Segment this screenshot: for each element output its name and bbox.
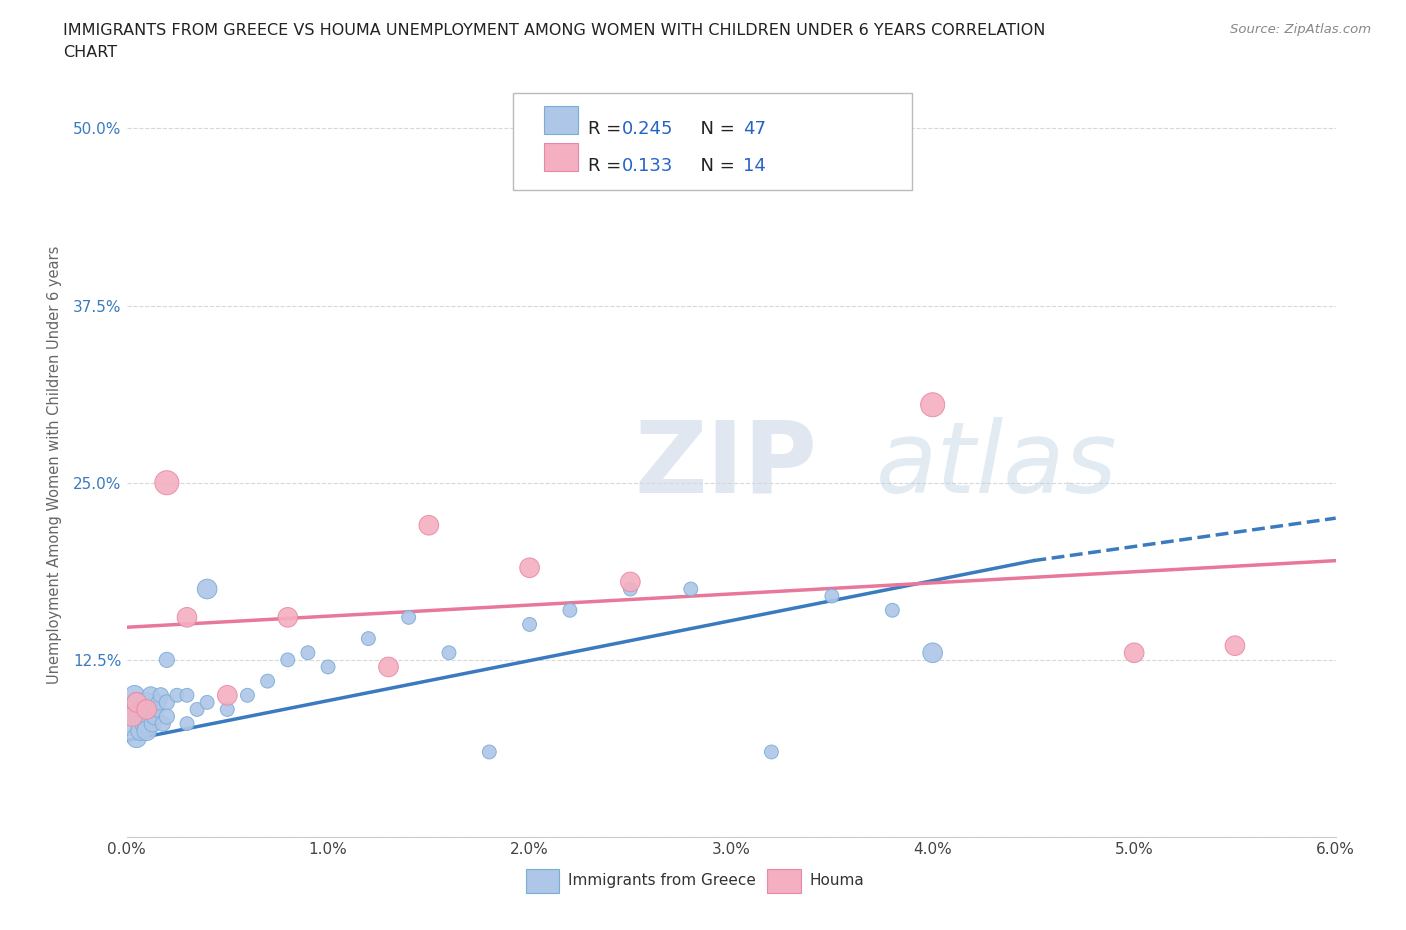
Point — [156, 475, 179, 490]
Point — [156, 695, 179, 710]
Point — [166, 688, 188, 703]
Point — [149, 688, 172, 703]
Point — [156, 709, 179, 724]
Point — [761, 745, 783, 760]
Point — [135, 702, 157, 717]
FancyBboxPatch shape — [768, 869, 801, 893]
Point — [357, 631, 380, 646]
Point — [139, 688, 162, 703]
Point — [882, 603, 904, 618]
FancyBboxPatch shape — [544, 143, 578, 171]
Point — [134, 716, 156, 731]
Text: N =: N = — [689, 120, 741, 138]
Point — [921, 645, 943, 660]
Point — [148, 695, 170, 710]
Point — [152, 716, 174, 731]
Point — [186, 702, 208, 717]
Text: R =: R = — [589, 157, 633, 175]
Text: CHART: CHART — [63, 45, 117, 60]
Point — [135, 724, 157, 738]
Point — [377, 659, 399, 674]
Point — [316, 659, 339, 674]
Text: IMMIGRANTS FROM GREECE VS HOUMA UNEMPLOYMENT AMONG WOMEN WITH CHILDREN UNDER 6 Y: IMMIGRANTS FROM GREECE VS HOUMA UNEMPLOY… — [63, 23, 1046, 38]
Point — [156, 653, 179, 668]
Point — [256, 673, 278, 688]
Point — [519, 617, 541, 631]
Text: atlas: atlas — [876, 417, 1118, 513]
Point — [142, 716, 165, 731]
Point — [135, 695, 157, 710]
Text: 14: 14 — [744, 157, 766, 175]
FancyBboxPatch shape — [513, 93, 912, 190]
Text: ZIP: ZIP — [634, 417, 817, 513]
Point — [143, 709, 166, 724]
Text: 0.133: 0.133 — [623, 157, 673, 175]
Point — [125, 695, 148, 710]
Text: R =: R = — [589, 120, 627, 138]
Point — [921, 397, 943, 412]
Point — [821, 589, 844, 604]
Point — [437, 645, 460, 660]
Point — [128, 709, 150, 724]
Point — [217, 702, 239, 717]
Text: Source: ZipAtlas.com: Source: ZipAtlas.com — [1230, 23, 1371, 36]
Point — [124, 688, 146, 703]
Point — [277, 610, 299, 625]
Point — [519, 560, 541, 575]
Point — [146, 702, 169, 717]
Point — [1123, 645, 1146, 660]
Point — [125, 695, 148, 710]
Point — [120, 716, 142, 731]
Point — [236, 688, 259, 703]
Point — [195, 695, 218, 710]
Point — [619, 581, 641, 596]
Point — [176, 716, 198, 731]
Text: 0.245: 0.245 — [623, 120, 673, 138]
Text: Immigrants from Greece: Immigrants from Greece — [568, 872, 756, 887]
FancyBboxPatch shape — [544, 106, 578, 134]
Point — [121, 702, 143, 717]
Point — [1223, 638, 1246, 653]
Point — [125, 730, 148, 745]
Point — [131, 702, 153, 717]
Point — [558, 603, 581, 618]
FancyBboxPatch shape — [526, 869, 560, 893]
Point — [418, 518, 440, 533]
Point — [129, 724, 152, 738]
Point — [176, 610, 198, 625]
Text: 47: 47 — [744, 120, 766, 138]
Point — [277, 653, 299, 668]
Point — [478, 745, 501, 760]
Y-axis label: Unemployment Among Women with Children Under 6 years: Unemployment Among Women with Children U… — [46, 246, 62, 684]
Point — [139, 702, 162, 717]
Point — [121, 709, 143, 724]
Point — [619, 575, 641, 590]
Point — [195, 581, 218, 596]
Point — [679, 581, 702, 596]
Point — [398, 610, 420, 625]
Point — [217, 688, 239, 703]
Point — [135, 709, 157, 724]
Point — [176, 688, 198, 703]
Text: Houma: Houma — [810, 872, 865, 887]
Text: N =: N = — [689, 157, 741, 175]
Point — [297, 645, 319, 660]
